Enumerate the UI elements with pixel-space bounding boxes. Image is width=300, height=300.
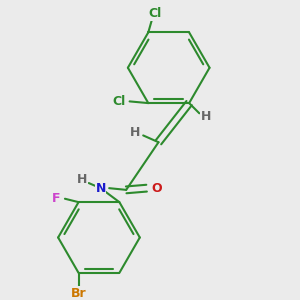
Text: H: H [130, 125, 140, 139]
Text: N: N [95, 182, 106, 195]
Text: Br: Br [71, 287, 86, 300]
Text: F: F [52, 192, 61, 205]
Text: Cl: Cl [148, 7, 162, 20]
Text: H: H [77, 173, 87, 186]
Text: O: O [152, 182, 162, 195]
Text: H: H [201, 110, 211, 123]
Text: Cl: Cl [113, 95, 126, 108]
